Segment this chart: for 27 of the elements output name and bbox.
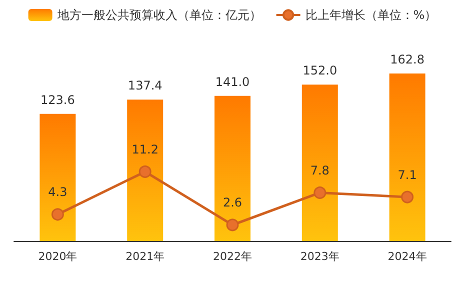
bar (40, 114, 76, 241)
bar (214, 96, 250, 241)
data-label: 4.3 (48, 185, 68, 200)
point (314, 186, 326, 199)
data-label: 2.6 (222, 196, 242, 210)
data-label: 137.4 (128, 78, 162, 93)
data-label: 141.0 (215, 74, 250, 89)
x-tick-label: 2023年 (300, 250, 340, 263)
x-tick-label: 2021年 (126, 250, 165, 263)
data-label: 162.8 (390, 52, 424, 66)
legend-label: 比上年增长（单位：%） (305, 8, 437, 22)
legend-label: 地方一般公共预算收入（单位：亿元） (56, 8, 262, 22)
data-label: 11.2 (132, 142, 158, 156)
x-tick-label: 2022年 (213, 250, 252, 263)
point (51, 208, 64, 221)
data-label: 123.6 (40, 92, 75, 107)
data-label: 152.0 (302, 64, 338, 78)
data-label: 7.1 (398, 168, 417, 182)
x-tick-label: 2024年 (388, 250, 427, 263)
point (401, 190, 414, 204)
bar (302, 84, 338, 241)
x-tick-label: 2020年 (38, 250, 78, 263)
point (226, 218, 239, 232)
data-label: 7.8 (310, 163, 330, 178)
bar (127, 100, 164, 241)
point (138, 165, 152, 178)
bar (389, 74, 426, 241)
